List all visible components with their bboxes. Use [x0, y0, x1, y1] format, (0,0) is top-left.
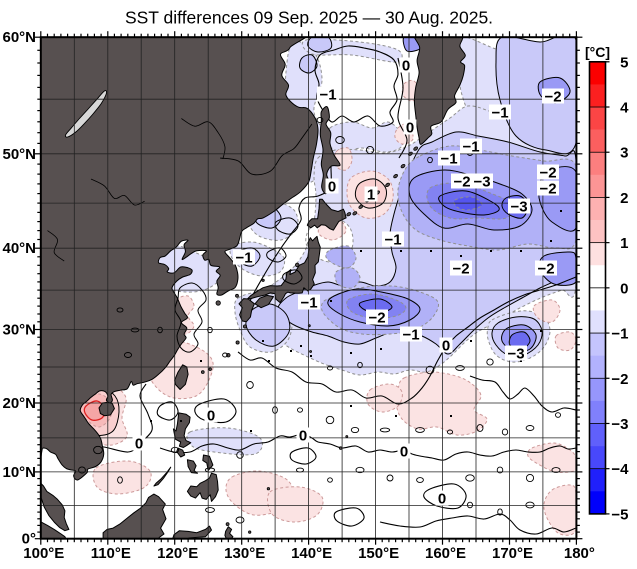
svg-text:−2: −2 — [539, 165, 556, 182]
svg-text:10°N: 10°N — [2, 464, 36, 481]
svg-text:50°N: 50°N — [2, 146, 36, 163]
svg-text:170°E: 170°E — [492, 545, 533, 562]
svg-text:100°E: 100°E — [23, 545, 64, 562]
svg-text:4: 4 — [620, 100, 629, 117]
svg-text:−2: −2 — [544, 89, 561, 106]
svg-text:−2: −2 — [368, 310, 385, 327]
svg-text:60°N: 60°N — [2, 29, 36, 46]
svg-text:SST differences 09 Sep. 2025 —: SST differences 09 Sep. 2025 — 30 Aug. 2… — [125, 8, 493, 28]
svg-text:−1: −1 — [235, 250, 252, 267]
svg-text:0°: 0° — [22, 531, 36, 548]
svg-text:−1: −1 — [384, 232, 401, 249]
svg-text:[°C]: [°C] — [585, 44, 610, 60]
svg-text:0: 0 — [135, 436, 143, 453]
svg-text:−1: −1 — [440, 151, 457, 168]
svg-text:0: 0 — [406, 120, 414, 137]
svg-text:1: 1 — [367, 187, 375, 204]
svg-text:0: 0 — [442, 338, 450, 355]
svg-text:−3: −3 — [510, 199, 527, 216]
svg-text:−2: −2 — [539, 181, 556, 198]
svg-text:0: 0 — [438, 491, 446, 508]
svg-text:−1: −1 — [462, 139, 479, 156]
svg-text:−1: −1 — [611, 326, 628, 343]
svg-text:5: 5 — [620, 54, 628, 71]
svg-text:−5: −5 — [611, 506, 628, 523]
svg-text:130°E: 130°E — [224, 545, 265, 562]
svg-text:40°N: 40°N — [2, 240, 36, 257]
svg-text:−3: −3 — [473, 174, 490, 191]
svg-text:3: 3 — [620, 145, 628, 162]
svg-text:120°E: 120°E — [157, 545, 198, 562]
svg-text:−2: −2 — [452, 261, 469, 278]
svg-text:−4: −4 — [611, 461, 629, 478]
svg-text:−1: −1 — [319, 87, 336, 104]
svg-text:0: 0 — [328, 179, 336, 196]
svg-text:110°E: 110°E — [91, 545, 131, 562]
svg-text:140°E: 140°E — [291, 545, 332, 562]
svg-text:−2: −2 — [453, 174, 470, 191]
svg-text:−3: −3 — [611, 416, 628, 433]
svg-text:−2: −2 — [611, 371, 628, 388]
svg-text:−1: −1 — [300, 295, 317, 312]
svg-text:−3: −3 — [507, 346, 524, 363]
svg-text:0: 0 — [400, 444, 408, 461]
svg-text:−2: −2 — [537, 261, 554, 278]
svg-text:180°: 180° — [564, 545, 595, 562]
svg-text:−1: −1 — [402, 327, 419, 344]
svg-text:1: 1 — [620, 235, 628, 252]
svg-text:2: 2 — [620, 190, 628, 207]
svg-text:160°E: 160°E — [425, 545, 466, 562]
svg-text:150°E: 150°E — [358, 545, 399, 562]
svg-text:0: 0 — [620, 280, 628, 297]
svg-text:0: 0 — [402, 58, 410, 75]
svg-text:0: 0 — [207, 408, 215, 425]
svg-text:20°N: 20°N — [2, 395, 36, 412]
svg-text:0: 0 — [299, 428, 307, 445]
svg-text:−1: −1 — [491, 105, 508, 122]
svg-text:30°N: 30°N — [2, 322, 36, 339]
